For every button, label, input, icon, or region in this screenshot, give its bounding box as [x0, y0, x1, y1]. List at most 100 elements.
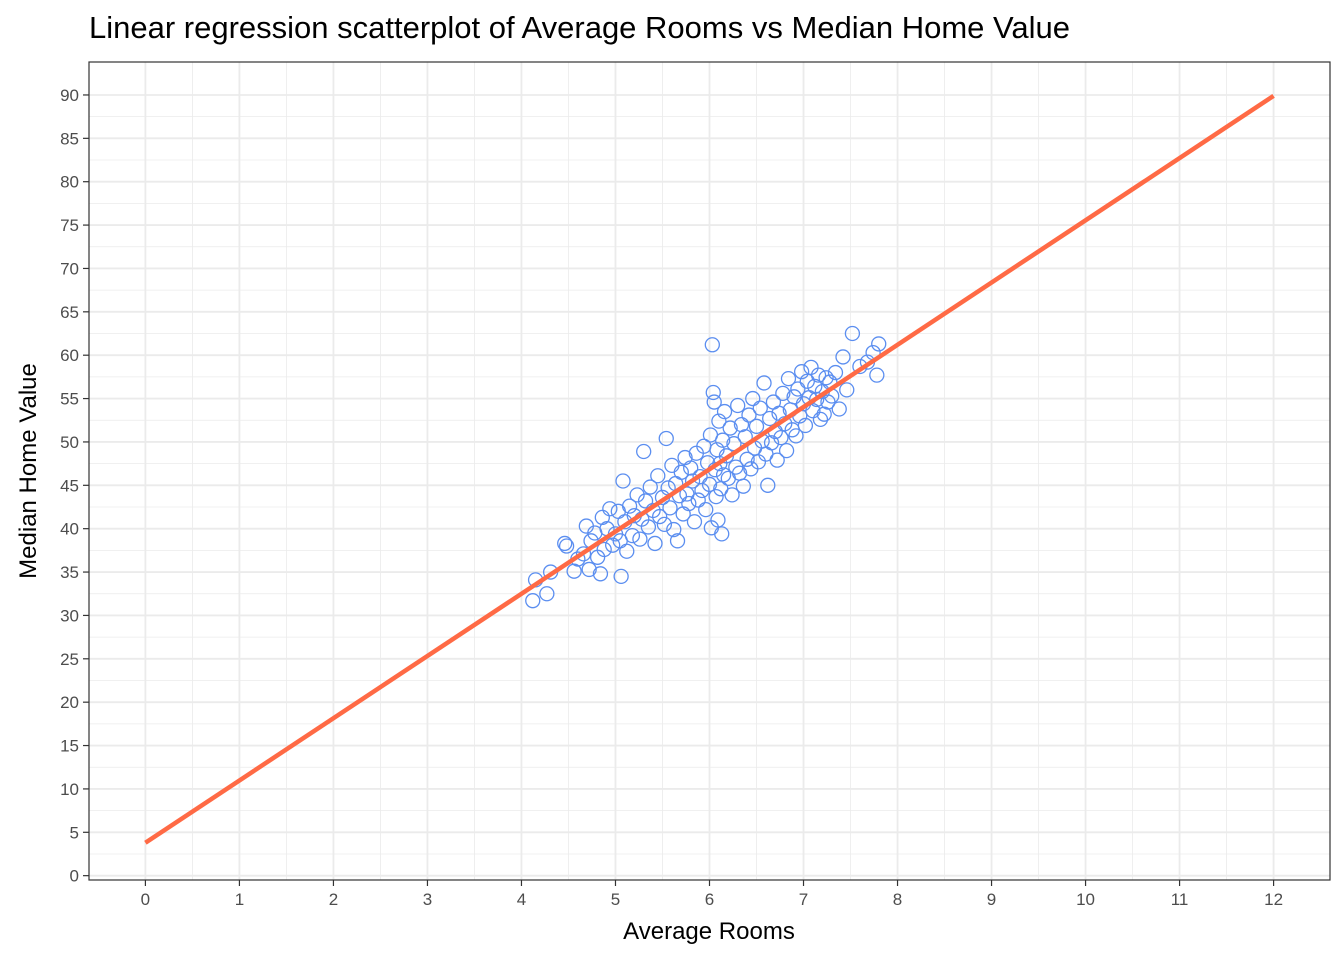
data-point: [575, 546, 592, 562]
data-point: [722, 420, 738, 436]
data-point: [629, 487, 645, 503]
regression-line: [144, 93, 1275, 845]
data-point: [602, 501, 618, 517]
x-tick-label: 12: [1264, 890, 1283, 909]
data-point: [760, 477, 776, 493]
y-tick-label: 60: [60, 346, 79, 365]
data-point: [741, 407, 757, 423]
y-tick-label: 50: [60, 433, 79, 452]
data-point: [578, 518, 594, 534]
data-point: [581, 561, 597, 578]
data-point: [835, 349, 851, 365]
data-point: [724, 487, 740, 503]
data-point: [818, 370, 834, 386]
data-point: [684, 473, 701, 489]
y-axis-ticks: 0 5 10 15 20 25 30 35 40 45 50 55 60 65 70 75 80 85 90: [60, 86, 89, 886]
data-point: [716, 403, 733, 420]
data-point: [871, 336, 887, 352]
data-point: [831, 401, 847, 417]
data-point: [735, 478, 751, 494]
data-point: [803, 359, 819, 375]
data-point: [714, 526, 730, 542]
data-point: [621, 498, 638, 514]
data-point: [827, 364, 844, 381]
y-tick-label: 20: [60, 693, 79, 712]
data-point: [557, 535, 573, 552]
data-point: [752, 400, 768, 416]
data-point: [624, 527, 641, 544]
y-tick-label: 45: [60, 476, 79, 495]
data-point: [701, 476, 718, 493]
data-point: [706, 394, 722, 410]
x-tick-label: 9: [987, 890, 996, 909]
y-tick-label: 40: [60, 520, 79, 539]
data-point: [705, 384, 721, 401]
data-point: [605, 537, 621, 553]
data-point: [619, 543, 635, 559]
x-axis-title: Average Rooms: [623, 918, 795, 945]
data-point: [773, 429, 789, 446]
data-point: [592, 566, 609, 582]
data-point: [739, 451, 755, 467]
y-tick-label: 0: [70, 867, 79, 886]
x-tick-label: 7: [799, 890, 808, 909]
y-tick-label: 30: [60, 606, 79, 625]
y-tick-label: 70: [60, 259, 79, 278]
data-point: [788, 428, 804, 444]
data-point: [869, 367, 885, 383]
data-point: [797, 417, 814, 434]
data-point: [780, 370, 797, 387]
x-tick-label: 10: [1076, 890, 1095, 909]
y-tick-label: 80: [60, 173, 79, 192]
data-point: [704, 337, 720, 353]
data-point: [539, 586, 555, 602]
data-point: [711, 413, 727, 429]
data-point: [745, 390, 761, 407]
data-point: [669, 533, 686, 549]
data-point: [690, 492, 706, 508]
y-axis-title: Median Home Value: [15, 363, 42, 579]
data-point: [666, 521, 682, 538]
x-tick-label: 3: [423, 890, 432, 909]
data-point: [683, 460, 699, 476]
data-point: [708, 488, 724, 505]
y-tick-label: 15: [60, 737, 79, 756]
data-point: [810, 367, 827, 383]
data-point: [812, 411, 829, 428]
x-tick-label: 6: [705, 890, 714, 909]
data-point: [756, 375, 772, 391]
major-gridlines: [89, 62, 1330, 880]
data-point: [658, 430, 674, 447]
data-points: [525, 325, 887, 609]
y-tick-label: 25: [60, 650, 79, 669]
data-point: [805, 403, 821, 419]
data-point: [715, 432, 731, 448]
data-point: [632, 531, 648, 547]
data-point: [790, 381, 806, 397]
data-point: [778, 442, 795, 459]
data-point: [710, 512, 726, 528]
data-point: [769, 452, 785, 468]
y-tick-label: 75: [60, 216, 79, 235]
data-point: [662, 500, 678, 516]
data-point: [650, 468, 666, 484]
x-tick-label: 5: [611, 890, 620, 909]
x-tick-label: 0: [141, 890, 150, 909]
data-point: [615, 473, 631, 489]
data-point: [763, 435, 780, 451]
data-point: [636, 443, 652, 460]
data-point: [652, 508, 668, 525]
data-point: [730, 397, 746, 414]
y-tick-label: 90: [60, 86, 79, 105]
y-tick-label: 65: [60, 303, 79, 322]
x-tick-label: 11: [1171, 890, 1189, 909]
data-point: [613, 568, 629, 585]
x-tick-label: 4: [517, 890, 526, 909]
data-point: [698, 501, 714, 518]
data-point: [844, 325, 861, 342]
data-point: [686, 514, 703, 530]
data-point: [637, 493, 654, 509]
chart-title: Linear regression scatterplot of Average…: [89, 10, 1071, 45]
data-point: [525, 593, 541, 609]
